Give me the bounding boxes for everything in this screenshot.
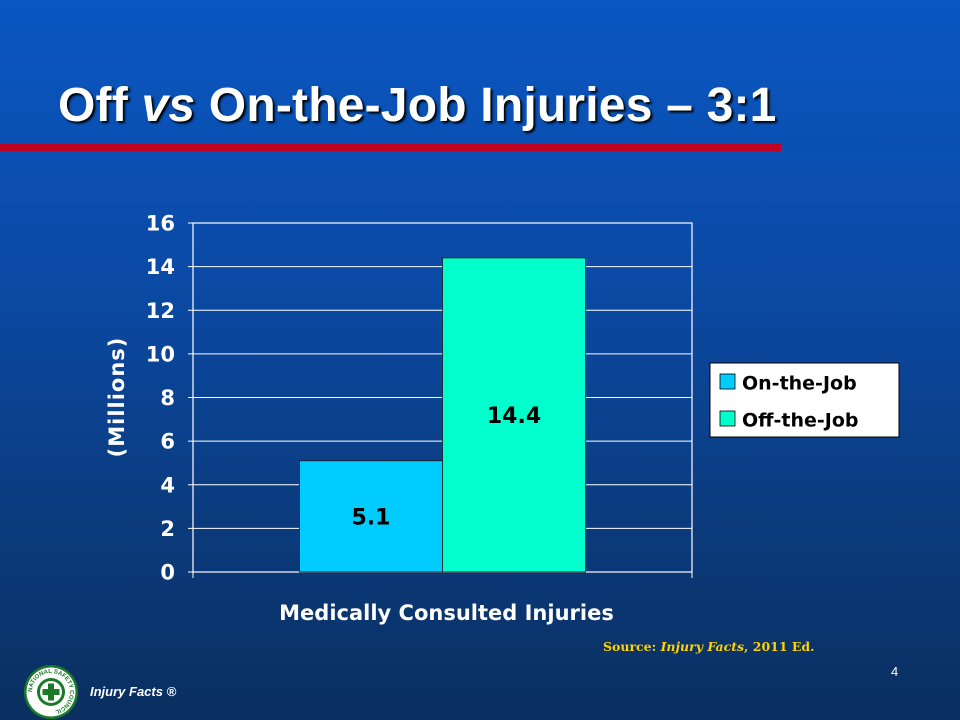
- y-tick-label: 16: [146, 212, 175, 236]
- y-tick-label: 0: [160, 561, 175, 585]
- source-citation: Source: Injury Facts, 2011 Ed.: [603, 639, 815, 654]
- data-label: 5.1: [352, 505, 391, 530]
- y-tick-label: 2: [160, 517, 175, 541]
- title-vs: vs: [141, 79, 196, 132]
- legend-swatch: [719, 410, 736, 427]
- title-underline-rule: [0, 144, 781, 151]
- data-label: 14.4: [487, 404, 541, 429]
- title-part-1: Off: [58, 79, 142, 132]
- y-tick-label: 10: [146, 342, 175, 366]
- title-part-2: On-the-Job Injuries – 3:1: [195, 79, 777, 132]
- legend-box: [709, 362, 900, 438]
- bar-on-the-job: [299, 460, 443, 573]
- source-prefix: Source:: [603, 639, 661, 654]
- source-suffix: , 2011 Ed.: [744, 639, 815, 654]
- legend-swatch: [719, 373, 736, 390]
- source-title: Injury Facts: [660, 639, 745, 654]
- slide-title: Off vs On-the-Job Injuries – 3:1: [58, 78, 777, 133]
- y-tick-label: 6: [160, 430, 175, 454]
- y-tick-label: 4: [160, 473, 175, 497]
- y-tick-label: 8: [160, 386, 175, 410]
- y-tick-label: 14: [146, 255, 175, 279]
- x-axis-title: Medically Consulted Injuries: [279, 601, 614, 625]
- y-axis-title: (Millions): [105, 337, 129, 458]
- legend-label: Off-the-Job: [742, 410, 859, 432]
- page-number: 4: [891, 664, 899, 679]
- legend-label: On-the-Job: [742, 373, 857, 395]
- footer-brand: Injury Facts ®: [90, 684, 177, 699]
- bar-off-the-job: [442, 257, 586, 573]
- y-tick-label: 12: [146, 299, 175, 323]
- green-cross-seal-icon: NATIONAL SAFETY COUNCIL: [24, 665, 78, 719]
